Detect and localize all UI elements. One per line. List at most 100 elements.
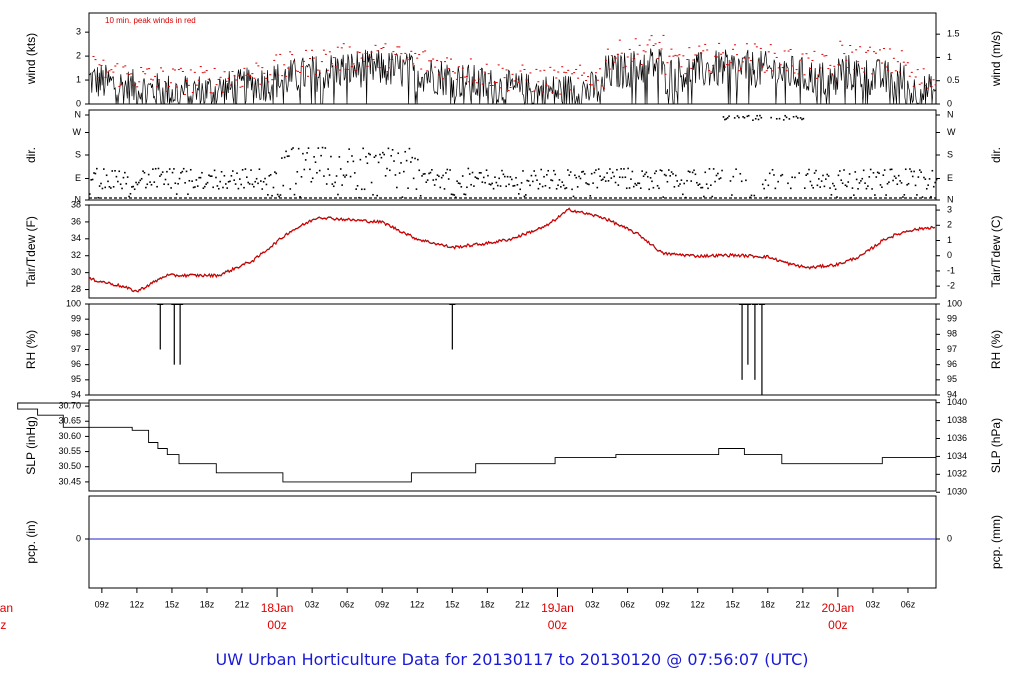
peak-mark xyxy=(376,50,379,52)
dir-point xyxy=(360,188,363,191)
peak-mark xyxy=(694,54,697,56)
dir-point xyxy=(293,193,296,196)
dir-point xyxy=(370,181,373,184)
dir-point xyxy=(428,172,430,175)
panel-temp: Tair/Tdew (F) Tair/Tdew (C)283032343638-2… xyxy=(24,199,1003,299)
peak-mark xyxy=(245,74,248,76)
peak-mark xyxy=(342,43,345,45)
dir-point xyxy=(146,183,149,186)
dir-point xyxy=(419,194,422,197)
peak-mark xyxy=(592,88,595,90)
dir-point xyxy=(893,175,896,178)
peak-mark xyxy=(735,54,738,56)
dir-point xyxy=(836,196,838,198)
peak-mark xyxy=(465,75,468,77)
peak-mark xyxy=(495,82,498,84)
dir-point xyxy=(254,180,257,183)
peak-mark xyxy=(148,68,151,70)
peak-mark xyxy=(618,39,621,41)
peak-mark xyxy=(160,67,163,69)
peak-mark xyxy=(446,57,449,59)
hour-label: 12z xyxy=(410,599,425,609)
dir-point xyxy=(459,182,461,185)
dir-point xyxy=(600,179,603,182)
dir-point xyxy=(324,147,327,149)
dir-point xyxy=(719,177,722,179)
dir-point xyxy=(297,147,300,150)
dir-point xyxy=(223,174,226,177)
dir-point xyxy=(857,188,859,190)
peak-mark xyxy=(684,73,687,75)
peak-mark xyxy=(549,66,552,68)
hour-label: 15z xyxy=(165,599,180,609)
peak-mark xyxy=(249,76,252,78)
dir-point xyxy=(496,184,499,187)
dir-point xyxy=(801,118,803,121)
peak-mark xyxy=(602,87,605,89)
dir-point xyxy=(175,193,178,195)
dir-point xyxy=(712,168,715,170)
peak-mark xyxy=(734,44,737,46)
peak-mark xyxy=(273,59,276,61)
peak-mark xyxy=(626,56,629,58)
peak-mark xyxy=(567,69,570,71)
dir-point xyxy=(656,184,659,187)
dir-point xyxy=(247,181,250,184)
tick-label-left: 95 xyxy=(71,374,81,384)
peak-mark xyxy=(303,60,306,62)
dir-point xyxy=(540,168,543,171)
peak-mark xyxy=(259,83,262,85)
dir-point xyxy=(389,169,391,172)
peak-mark xyxy=(708,70,711,72)
dir-point xyxy=(195,179,198,181)
peak-mark xyxy=(614,57,617,59)
tick-label-left: 30.60 xyxy=(58,431,81,441)
peak-mark xyxy=(620,52,623,54)
dir-point xyxy=(93,172,95,174)
peak-mark xyxy=(128,73,131,75)
peak-mark xyxy=(900,50,903,52)
dir-point xyxy=(202,187,205,190)
dir-point xyxy=(215,176,217,179)
day-hour-label: 00z xyxy=(0,618,6,632)
peak-mark xyxy=(320,61,323,63)
peak-mark xyxy=(283,64,286,66)
dir-point xyxy=(289,188,292,190)
tick-label-right: 98 xyxy=(947,329,957,339)
peak-mark xyxy=(493,81,496,83)
peak-mark xyxy=(757,59,760,61)
dir-point xyxy=(206,181,209,184)
dir-point xyxy=(314,161,317,163)
dir-point xyxy=(154,167,157,170)
peak-mark xyxy=(247,73,250,75)
dir-point xyxy=(487,174,489,177)
hour-label: 15z xyxy=(445,599,460,609)
dir-point xyxy=(445,172,447,174)
dir-point xyxy=(365,155,367,158)
peak-mark xyxy=(793,72,796,74)
dir-point xyxy=(236,172,238,175)
peak-mark xyxy=(728,64,731,66)
dir-point xyxy=(100,182,102,185)
peak-mark xyxy=(457,66,460,68)
dir-point xyxy=(679,183,681,185)
dir-point xyxy=(180,172,182,174)
peak-mark xyxy=(507,90,510,92)
dir-point xyxy=(318,169,321,172)
tick-label-right: 0 xyxy=(947,98,952,108)
dir-point xyxy=(590,172,593,175)
panel-slp: SLP (inHg) SLP (hPa) 30.45 30.50 30.55 30.60 3… xyxy=(17,397,1003,497)
dir-point xyxy=(457,182,460,184)
peak-mark xyxy=(316,69,319,71)
dir-point xyxy=(935,178,938,181)
dir-point xyxy=(931,169,934,172)
peak-mark xyxy=(666,62,669,64)
peak-mark xyxy=(747,57,750,59)
peak-mark xyxy=(154,75,157,77)
tick-label-left: 30.70 xyxy=(58,400,81,410)
panel-frame xyxy=(88,399,937,492)
hour-label: 06z xyxy=(340,599,355,609)
dir-point xyxy=(502,173,505,176)
peak-mark xyxy=(263,72,266,74)
dir-point xyxy=(300,176,303,178)
